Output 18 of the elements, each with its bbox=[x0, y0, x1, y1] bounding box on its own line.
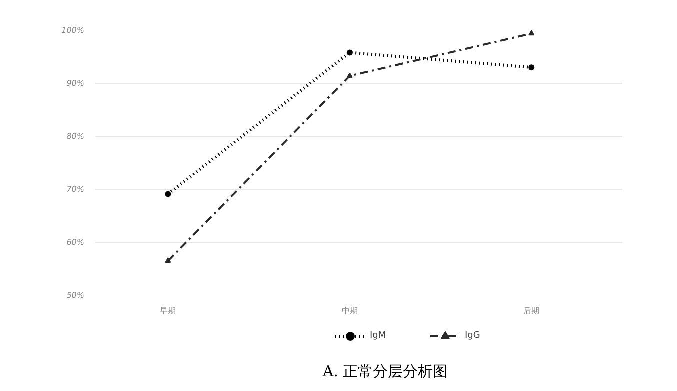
y-tick-label: 90% bbox=[66, 79, 84, 88]
text: A. 正常分层分析图 bbox=[322, 362, 448, 380]
point bbox=[165, 191, 172, 198]
x-tick-label: 中期 bbox=[342, 306, 358, 316]
legend-label: IgM bbox=[370, 331, 388, 341]
y-tick-label: 100% bbox=[62, 26, 85, 35]
point bbox=[346, 72, 353, 78]
y-tick-label: 60% bbox=[66, 238, 84, 247]
y-tick-label: 50% bbox=[66, 291, 84, 300]
x-tick-label: 后期 bbox=[524, 306, 540, 316]
y-tick-label: 80% bbox=[66, 132, 84, 141]
point bbox=[165, 258, 172, 263]
point bbox=[346, 50, 353, 56]
point bbox=[528, 64, 535, 71]
point bbox=[528, 30, 535, 36]
legend-label: IgG bbox=[465, 331, 482, 341]
y-tick-label: 70% bbox=[66, 185, 84, 194]
x-tick-label: 早期 bbox=[160, 306, 176, 316]
